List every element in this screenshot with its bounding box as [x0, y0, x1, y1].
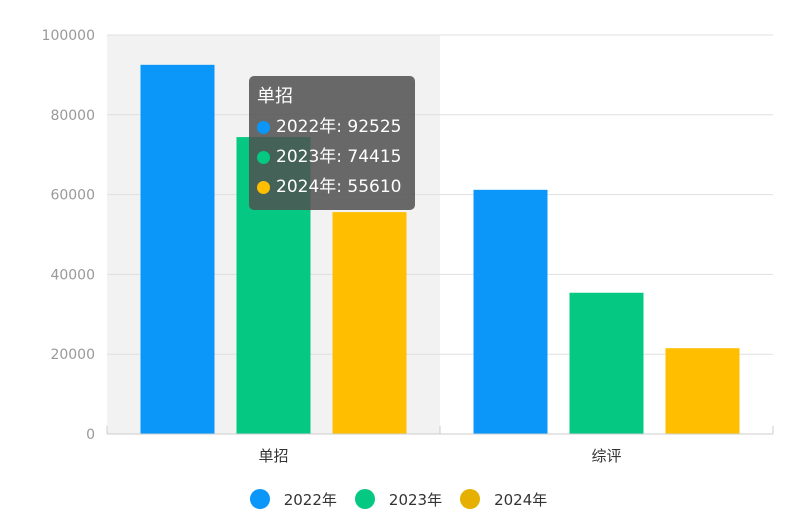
legend-dot-icon: [249, 489, 270, 509]
bar-2024年-综评[interactable]: [665, 348, 740, 434]
tooltip-row-label: 2024年: 55610: [276, 177, 402, 197]
x-axis-categories: 单招 综评: [106, 426, 774, 465]
bar-2023年-综评[interactable]: [569, 292, 644, 434]
tooltip-row-2022: 2022年: 92525: [257, 112, 407, 142]
x-category-label: 单招: [258, 447, 288, 465]
legend-label: 2023年: [388, 490, 443, 509]
legend: 2022年 2023年 2024年: [0, 484, 797, 514]
y-tick-label: 0: [86, 427, 95, 443]
legend-dot-icon: [460, 489, 481, 509]
y-tick-label: 40000: [50, 267, 95, 283]
bar-2024年-单招[interactable]: [332, 212, 407, 434]
legend-label: 2024年: [494, 490, 548, 509]
bar-series[interactable]: [140, 64, 740, 434]
y-tick-label: 20000: [50, 347, 95, 363]
bar-2022年-综评[interactable]: [473, 189, 548, 434]
y-axis-ticks: 0 20000 40000 60000 80000 100000: [42, 28, 95, 443]
tooltip-row-2023: 2023年: 74415: [257, 142, 407, 172]
y-tick-label: 80000: [50, 108, 95, 124]
legend-item-2022[interactable]: 2022年: [249, 484, 337, 514]
series-2022-dot: [257, 120, 270, 134]
legend-dot-icon: [354, 489, 375, 509]
tooltip-row-2024: 2024年: 55610: [257, 172, 407, 202]
tooltip-row-label: 2023年: 74415: [276, 147, 402, 167]
legend-label: 2022年: [283, 490, 337, 509]
bar-2022年-单招[interactable]: [140, 64, 215, 434]
grid-lines: [107, 34, 773, 355]
tooltip-title: 单招: [257, 86, 293, 107]
y-tick-label: 100000: [42, 28, 95, 44]
tooltip: 单招 2022年: 92525 2023年: 74415 2024年: 5561…: [249, 76, 415, 210]
tooltip-row-label: 2022年: 92525: [276, 117, 402, 137]
x-category-label: 综评: [591, 447, 621, 465]
series-2024-dot: [257, 180, 270, 194]
legend-item-2024[interactable]: 2024年: [460, 484, 547, 514]
legend-item-2023[interactable]: 2023年: [354, 484, 443, 514]
y-tick-label: 60000: [50, 188, 95, 204]
series-2023-dot: [257, 150, 270, 164]
